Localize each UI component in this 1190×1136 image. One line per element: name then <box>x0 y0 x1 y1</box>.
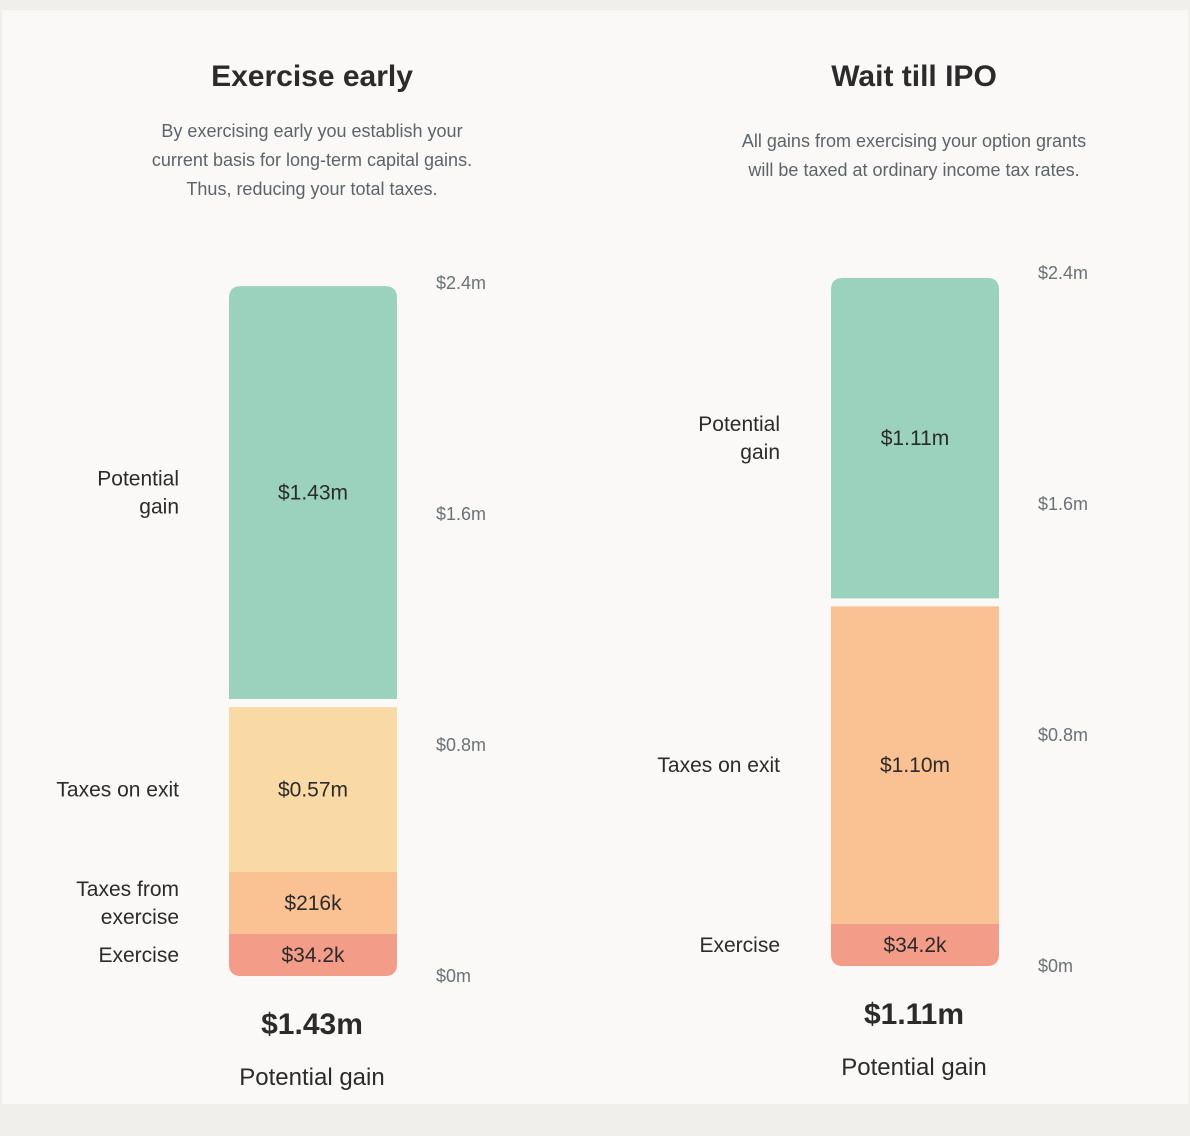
total-label: Potential gain <box>841 1054 987 1081</box>
total-value: $1.43m <box>261 1008 363 1041</box>
description-line: By exercising early you establish your <box>161 121 463 141</box>
description-line: current basis for long-term capital gain… <box>151 150 473 170</box>
segment-name-label: Exercise <box>98 944 179 967</box>
panel-title: Exercise early <box>211 60 413 93</box>
y-tick-label: $1.6m <box>436 504 486 524</box>
bar-segment <box>229 707 397 872</box>
segment-name-label: gain <box>139 496 179 519</box>
y-tick-label: $0.8m <box>436 735 486 755</box>
segment-name-label: Taxes from <box>76 878 179 901</box>
segment-name-label: gain <box>740 441 780 464</box>
description-line: Thus, reducing your total taxes. <box>186 179 438 199</box>
y-tick-label: $2.4m <box>1038 263 1088 283</box>
stacked-bar-chart: $0m $0.8m $1.6m $2.4m $34.2k Exercise $1.10m Ta… <box>657 263 1088 976</box>
bar-segment <box>229 934 397 976</box>
segment-name-label: exercise <box>101 906 179 929</box>
panel-description: All gains from exercising your option gr… <box>614 127 1190 185</box>
bar-segment <box>831 924 999 966</box>
bar-segment <box>831 277 999 599</box>
segment-name-label: Exercise <box>699 934 780 957</box>
segment-value-label: $34.2k <box>281 944 345 967</box>
comparison-card: Exercise early By exercising early you e… <box>2 10 1188 1104</box>
bar-segment <box>229 871 397 934</box>
description-line: All gains from exercising your option gr… <box>741 131 1087 151</box>
bar-segment <box>831 606 999 924</box>
segment-value-label: $0.57m <box>278 778 348 801</box>
segment-value-label: $1.11m <box>881 427 950 450</box>
segment-value-label: $216k <box>284 892 342 915</box>
description-line: will be taxed at ordinary income tax rat… <box>748 160 1080 180</box>
segment-value-label: $1.10m <box>880 754 950 777</box>
stacked-bar-chart: $0m $0.8m $1.6m $2.4m $34.2k Exercise $216k Tax… <box>56 273 486 986</box>
y-tick-label: $0m <box>1038 956 1073 976</box>
segment-name-label: Potential <box>698 413 780 436</box>
segment-name-label: Taxes on exit <box>657 754 780 777</box>
segment-name-label: Taxes on exit <box>56 778 179 801</box>
segment-name-label: Potential <box>97 468 179 491</box>
y-tick-label: $1.6m <box>1038 494 1088 514</box>
y-tick-label: $0m <box>436 966 471 986</box>
total-label: Potential gain <box>239 1064 385 1091</box>
y-tick-label: $0.8m <box>1038 725 1088 745</box>
y-tick-label: $2.4m <box>436 273 486 293</box>
total-value: $1.11m <box>863 998 965 1031</box>
panel-exercise-early: Exercise early By exercising early you e… <box>2 10 602 1104</box>
segment-value-label: $1.43m <box>278 482 348 505</box>
panel-title: Wait till IPO <box>831 60 997 93</box>
panel-wait-till-ipo: Wait till IPO All gains from exercising … <box>602 10 1188 1104</box>
bar-segment <box>229 286 397 700</box>
segment-value-label: $34.2k <box>883 934 947 957</box>
panel-description: By exercising early you establish your c… <box>12 117 612 204</box>
